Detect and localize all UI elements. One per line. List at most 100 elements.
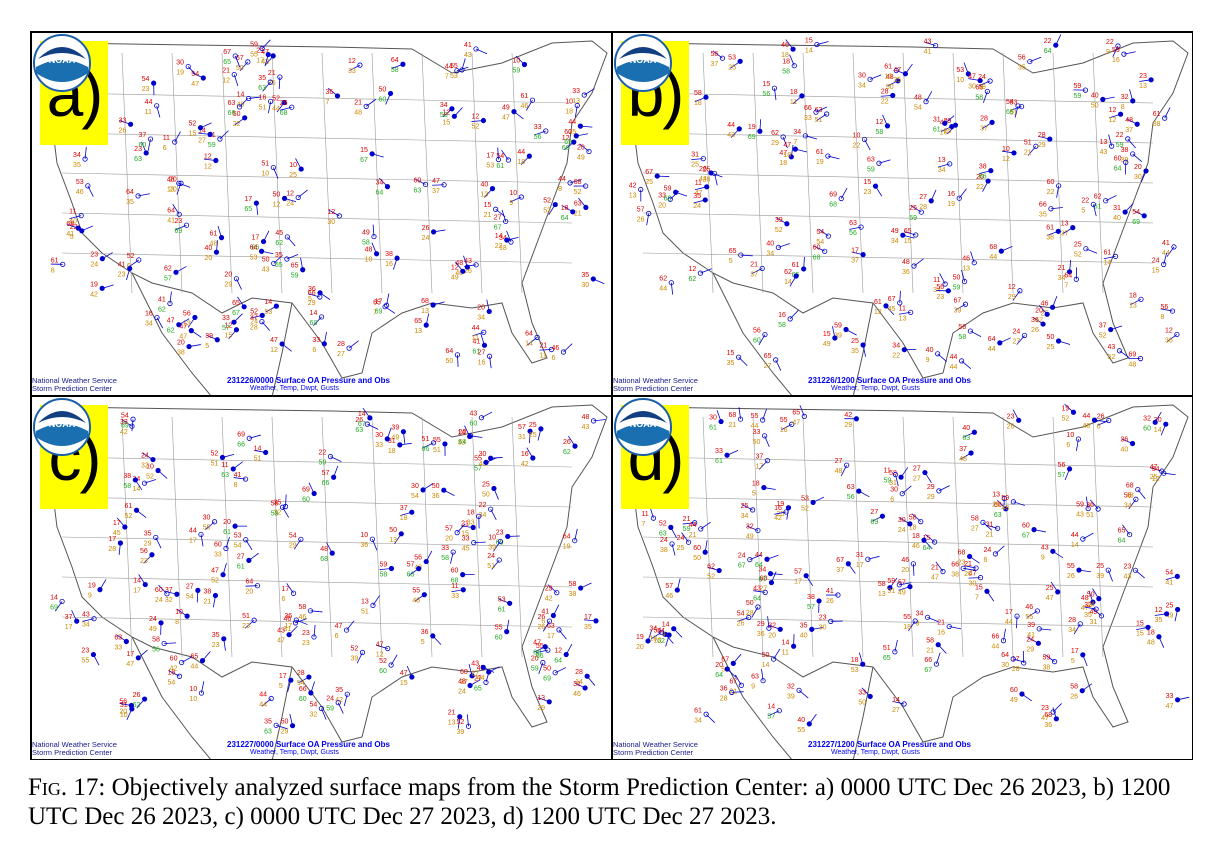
svg-text:53: 53 — [851, 667, 859, 674]
svg-text:58: 58 — [298, 604, 306, 611]
svg-text:53: 53 — [1010, 100, 1018, 107]
svg-text:13: 13 — [629, 193, 637, 200]
svg-text:14: 14 — [495, 233, 503, 240]
svg-text:63: 63 — [221, 472, 229, 479]
svg-text:66: 66 — [924, 657, 932, 664]
svg-text:50: 50 — [432, 483, 440, 490]
svg-text:44: 44 — [727, 122, 735, 129]
noaa-logo: NOAA — [614, 398, 672, 456]
svg-text:60: 60 — [994, 502, 1002, 509]
svg-text:47: 47 — [211, 568, 219, 575]
svg-text:17: 17 — [584, 614, 592, 621]
svg-text:13: 13 — [448, 720, 456, 727]
svg-text:50: 50 — [753, 439, 761, 446]
svg-text:64: 64 — [1001, 652, 1009, 659]
svg-text:40: 40 — [962, 425, 970, 432]
svg-text:61: 61 — [792, 262, 800, 269]
svg-text:38: 38 — [1043, 665, 1051, 672]
svg-text:59: 59 — [250, 41, 258, 48]
svg-text:59: 59 — [319, 460, 327, 467]
noaa-logo: NOAA — [614, 34, 672, 92]
svg-text:12: 12 — [270, 347, 278, 354]
svg-text:40: 40 — [1113, 215, 1121, 222]
svg-text:36: 36 — [421, 629, 429, 636]
svg-text:12: 12 — [327, 209, 335, 216]
svg-text:59: 59 — [531, 666, 539, 673]
svg-text:54: 54 — [289, 532, 297, 539]
svg-text:64: 64 — [1064, 272, 1072, 279]
svg-text:34: 34 — [916, 610, 924, 617]
svg-text:33: 33 — [462, 536, 470, 543]
svg-text:20: 20 — [119, 709, 127, 716]
svg-text:25: 25 — [529, 432, 537, 439]
svg-text:51: 51 — [361, 608, 369, 615]
svg-text:33: 33 — [441, 545, 449, 552]
svg-text:30: 30 — [819, 624, 827, 631]
svg-text:13: 13 — [899, 315, 907, 322]
figure-number: Fig. 17: — [28, 774, 106, 801]
svg-text:25: 25 — [677, 545, 685, 552]
svg-text:12: 12 — [204, 163, 212, 170]
svg-text:7: 7 — [641, 521, 645, 528]
svg-text:60: 60 — [155, 587, 163, 594]
svg-text:12: 12 — [1165, 327, 1173, 334]
svg-text:59: 59 — [1043, 655, 1051, 662]
svg-text:58: 58 — [152, 636, 160, 643]
svg-text:39: 39 — [350, 656, 358, 663]
svg-text:12: 12 — [875, 119, 883, 126]
station-plot: 5447 — [191, 71, 206, 88]
svg-text:38: 38 — [569, 591, 577, 598]
svg-text:33: 33 — [467, 519, 475, 526]
svg-text:8: 8 — [1161, 314, 1165, 321]
station-plot: 349 — [916, 610, 939, 627]
svg-text:14: 14 — [767, 704, 775, 711]
svg-text:57: 57 — [807, 604, 815, 611]
svg-text:51: 51 — [487, 563, 495, 570]
svg-text:48: 48 — [1147, 640, 1155, 647]
svg-text:55: 55 — [495, 625, 503, 632]
svg-text:32: 32 — [1143, 415, 1151, 422]
svg-text:39: 39 — [457, 729, 465, 736]
mexico-border — [131, 636, 293, 759]
svg-text:55: 55 — [433, 437, 441, 444]
svg-text:59: 59 — [1073, 83, 1081, 90]
svg-text:65: 65 — [729, 248, 737, 255]
svg-text:56: 56 — [847, 494, 855, 501]
svg-text:54: 54 — [1132, 209, 1140, 216]
svg-text:21: 21 — [729, 422, 737, 429]
svg-text:66: 66 — [1006, 109, 1014, 116]
svg-text:61: 61 — [223, 529, 231, 536]
